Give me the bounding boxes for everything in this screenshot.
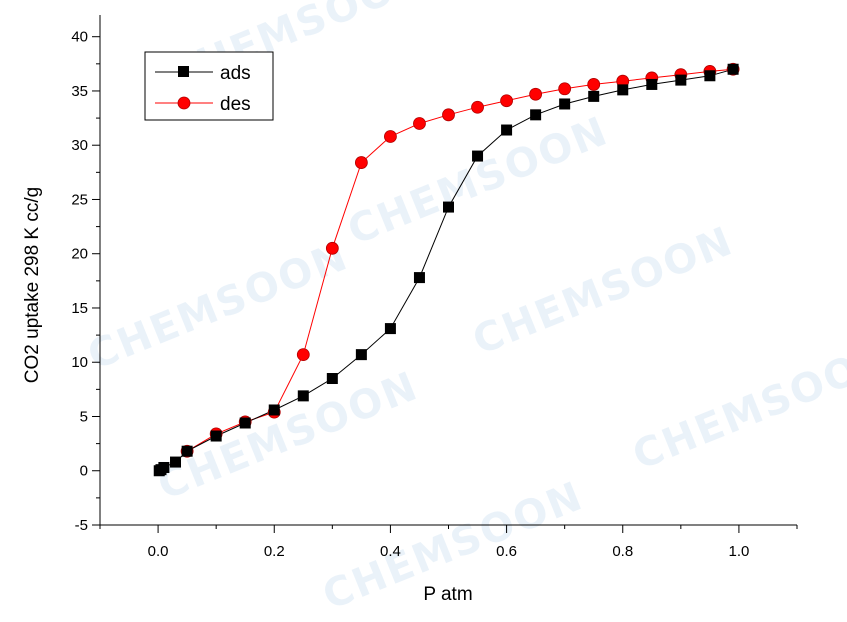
legend-marker-des: [177, 96, 191, 110]
data-point-ads: [268, 404, 280, 416]
y-tick-label: 25: [71, 191, 88, 208]
y-tick-label: 0: [80, 463, 88, 480]
data-point-ads: [501, 124, 513, 136]
data-point-ads: [355, 349, 367, 361]
x-tick-label: 0.6: [496, 543, 517, 560]
y-tick-label: 40: [71, 29, 88, 46]
data-point-ads: [170, 456, 182, 468]
watermark-text: CHEMSOON: [467, 218, 740, 364]
data-point-ads: [617, 84, 629, 96]
ticks: -5 0 5 10 15 20 25 30 35 40 0.0 0.2 0.4 0.6 0.8 1.0: [71, 29, 798, 560]
data-point-ads: [443, 201, 454, 213]
data-point-des: [471, 100, 484, 114]
plot-area: [153, 62, 740, 477]
data-point-ads: [326, 373, 338, 385]
y-tick-label: 35: [71, 83, 88, 100]
y-axis-title: CO2 uptake 298 K cc/g: [22, 187, 43, 383]
data-point-des: [558, 82, 572, 96]
data-point-des: [587, 78, 601, 91]
data-point-des: [354, 156, 368, 169]
data-point-des: [296, 348, 310, 362]
data-point-ads: [727, 63, 739, 75]
x-tick-label: 0.4: [380, 543, 401, 560]
x-tick-label: 1.0: [728, 543, 749, 560]
legend-label-des: des: [220, 94, 251, 115]
data-point-ads: [530, 109, 542, 121]
data-point-ads: [210, 430, 222, 442]
data-point-des: [413, 117, 426, 130]
data-point-des: [500, 94, 513, 108]
data-point-des: [442, 108, 455, 122]
watermark-text: CHEMSOON: [82, 233, 355, 379]
legend: ads des: [144, 51, 274, 121]
data-point-des: [325, 241, 339, 255]
data-point-ads: [413, 272, 425, 284]
x-tick-label: 0.0: [148, 543, 169, 560]
legend-label-ads: ads: [220, 63, 251, 84]
data-point-ads: [384, 323, 396, 335]
x-axis-title: P atm: [423, 584, 472, 605]
x-tick-label: 0.2: [264, 543, 285, 560]
data-point-ads: [181, 445, 193, 457]
y-tick-label: 20: [71, 246, 88, 263]
watermark-text: CHEMSOON: [627, 333, 847, 479]
data-point-ads: [559, 98, 571, 110]
y-tick-label: 10: [71, 354, 88, 371]
y-tick-label: 15: [71, 300, 88, 317]
data-point-ads: [704, 70, 716, 82]
watermark-text: CHEMSOON: [342, 108, 615, 254]
data-point-ads: [646, 78, 658, 90]
data-point-des: [529, 87, 543, 101]
data-point-ads: [239, 417, 251, 429]
y-tick-label: 30: [71, 137, 88, 154]
data-point-ads: [675, 74, 687, 86]
data-point-ads: [297, 390, 309, 402]
legend-box: [144, 51, 274, 121]
y-tick-label: -5: [75, 517, 88, 534]
y-tick-label: 5: [80, 408, 88, 425]
data-point-des: [384, 130, 397, 143]
x-tick-label: 0.8: [612, 543, 633, 560]
data-point-ads: [588, 90, 600, 102]
legend-marker-ads: [178, 66, 189, 77]
data-point-ads: [472, 150, 484, 162]
data-point-ads: [158, 461, 170, 473]
